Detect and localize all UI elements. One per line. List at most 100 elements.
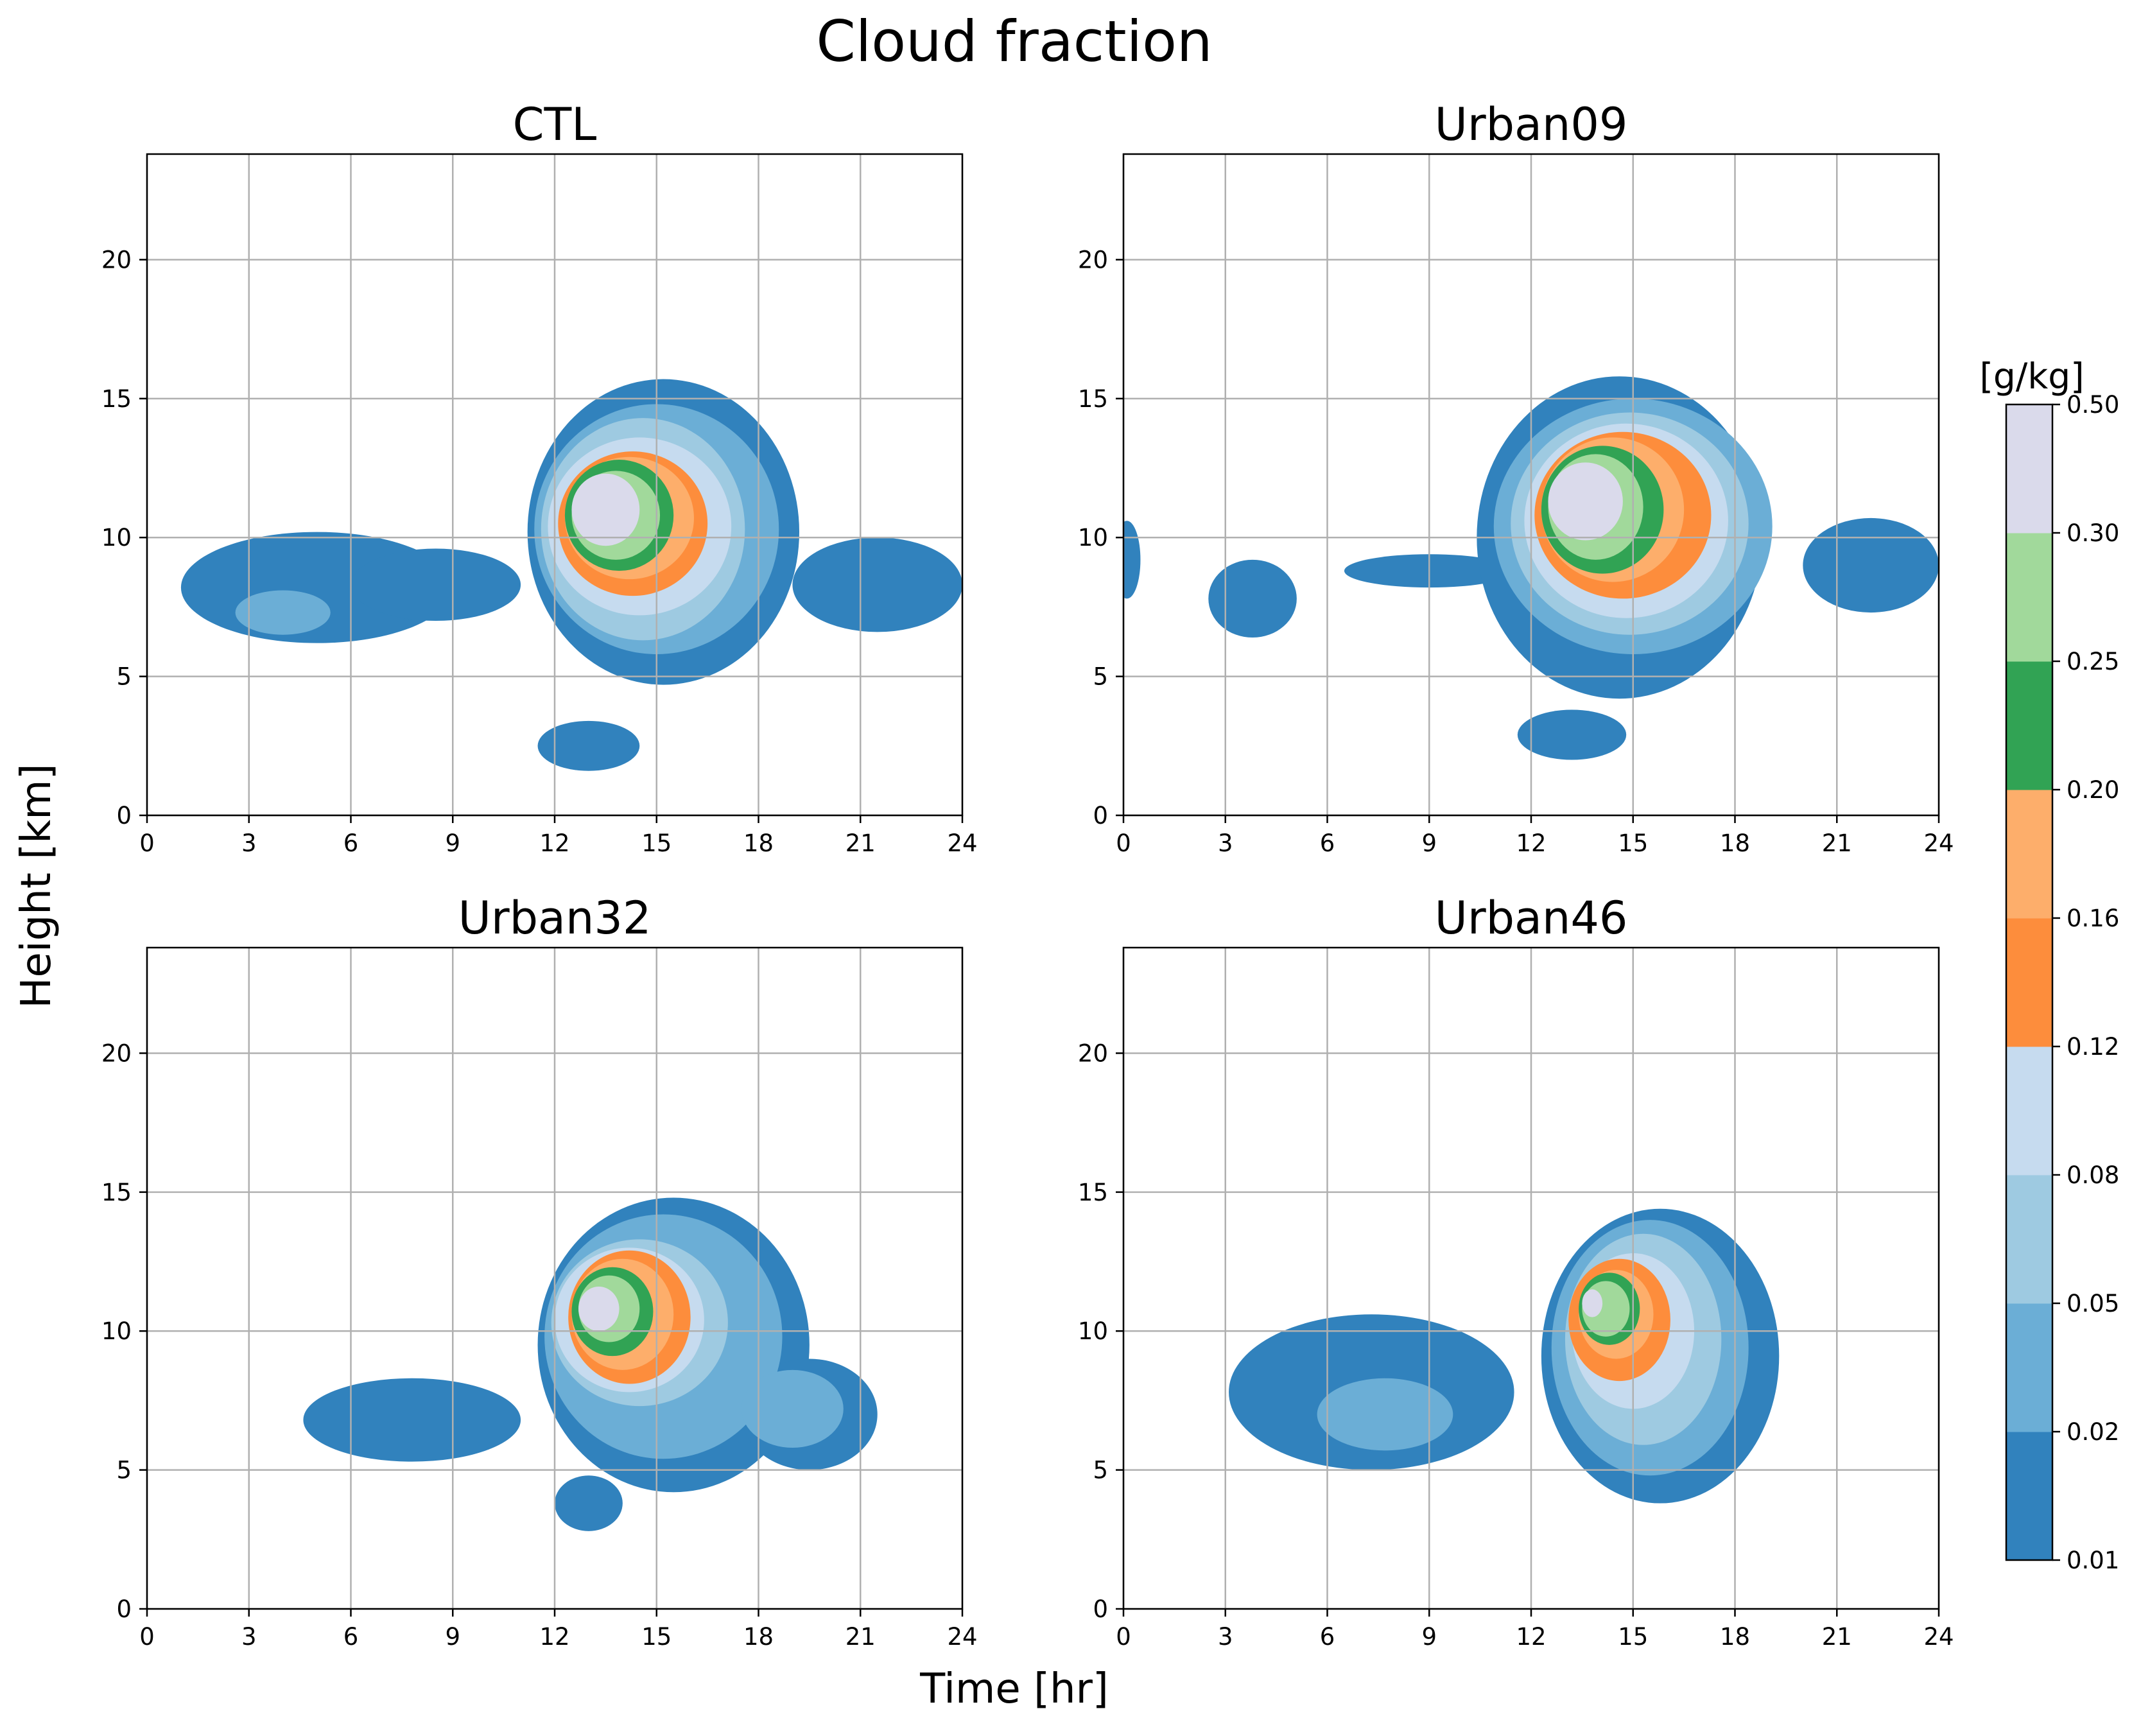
colorbar-segment xyxy=(2006,1303,2052,1432)
x-tick-label: 6 xyxy=(1320,1623,1335,1651)
x-tick-label: 3 xyxy=(241,1623,257,1651)
y-tick-label: 15 xyxy=(101,385,132,413)
y-tick-label: 0 xyxy=(116,802,132,829)
y-tick-label: 20 xyxy=(101,246,132,273)
x-tick-label: 18 xyxy=(743,829,774,857)
contour-fill xyxy=(303,1197,878,1531)
colorbar-tick-label: 0.08 xyxy=(2067,1161,2119,1189)
x-tick-label: 24 xyxy=(1923,829,1954,857)
contour-fill xyxy=(180,379,962,771)
contour-region-level-8 xyxy=(578,1286,620,1332)
y-tick-label: 5 xyxy=(116,1457,132,1484)
grid xyxy=(146,948,964,1610)
contour-region-level-0 xyxy=(555,1475,623,1531)
y-tick-label: 20 xyxy=(1078,246,1108,273)
x-tick-label: 3 xyxy=(1218,1623,1233,1651)
contour-region-level-0 xyxy=(303,1378,521,1462)
x-tick-label: 6 xyxy=(343,1623,359,1651)
contour-fill xyxy=(1123,376,1939,760)
contour-region-level-1 xyxy=(235,590,331,635)
colorbar-frame xyxy=(2005,403,2054,1561)
panel-title: Urban32 xyxy=(458,892,652,944)
grid xyxy=(1122,154,1940,817)
x-tick-label: 24 xyxy=(1923,1623,1954,1651)
colorbar-tick-label: 0.25 xyxy=(2067,648,2119,675)
x-tick-label: 9 xyxy=(445,829,460,857)
panel-urban32: 0 3 6 9 12 15 18 21 24 0 5 10 15 20 Urban32 xyxy=(101,892,978,1651)
x-tick-label: 9 xyxy=(1421,1623,1437,1651)
contour-region-level-1 xyxy=(1317,1378,1453,1451)
x-axis-label: Time [hr] xyxy=(919,1665,1109,1713)
colorbar-tick-label: 0.20 xyxy=(2067,776,2119,804)
colorbar-segment xyxy=(2006,1432,2052,1561)
contour-region-level-0 xyxy=(1208,559,1297,638)
y-tick-label: 20 xyxy=(1078,1039,1108,1067)
x-tick-label: 24 xyxy=(947,829,977,857)
contour-fill xyxy=(1229,1208,1780,1504)
colorbar-segment xyxy=(2006,533,2052,662)
x-tick-label: 0 xyxy=(139,829,155,857)
y-tick-label: 20 xyxy=(101,1039,132,1067)
x-tick-label: 6 xyxy=(343,829,359,857)
x-tick-label: 0 xyxy=(139,1623,155,1651)
contour-region-level-8 xyxy=(1548,462,1623,541)
x-tick-label: 18 xyxy=(1720,829,1750,857)
panel-urban09: 0 3 6 9 12 15 18 21 24 0 5 10 15 20 Urban09 xyxy=(1078,98,1954,857)
panel-urban46: 0 3 6 9 12 15 18 21 24 0 5 10 15 20 Urban46 xyxy=(1078,892,1954,1651)
y-tick-label: 15 xyxy=(1078,385,1108,413)
panel-ctl: 0 3 6 9 12 15 18 21 24 0 5 10 15 20 CTL xyxy=(101,98,978,857)
x-tick-label: 21 xyxy=(845,1623,876,1651)
x-tick-label: 12 xyxy=(1516,829,1546,857)
y-tick-label: 5 xyxy=(116,663,132,691)
x-tick-label: 12 xyxy=(1516,1623,1546,1651)
x-tick-label: 18 xyxy=(743,1623,774,1651)
x-tick-label: 21 xyxy=(845,829,876,857)
x-tick-label: 21 xyxy=(1822,829,1852,857)
y-tick-label: 0 xyxy=(116,1595,132,1623)
x-tick-label: 18 xyxy=(1720,1623,1750,1651)
colorbar-tick-label: 0.05 xyxy=(2067,1290,2119,1317)
contour-region-level-0 xyxy=(792,537,962,632)
contour-region-level-0 xyxy=(1803,517,1939,613)
panel-title: CTL xyxy=(513,98,597,151)
y-tick-label: 10 xyxy=(101,524,132,551)
contour-region-level-1 xyxy=(741,1369,844,1448)
contour-region-level-0 xyxy=(1123,521,1141,599)
y-tick-label: 5 xyxy=(1093,1457,1108,1484)
x-tick-label: 15 xyxy=(1618,1623,1648,1651)
x-tick-label: 3 xyxy=(241,829,257,857)
y-tick-label: 15 xyxy=(1078,1179,1108,1206)
colorbar-tick-label: 0.16 xyxy=(2067,905,2119,932)
y-tick-label: 0 xyxy=(1093,802,1108,829)
panel-title: Urban46 xyxy=(1435,892,1628,944)
x-tick-label: 15 xyxy=(641,1623,672,1651)
x-tick-label: 3 xyxy=(1218,829,1233,857)
colorbar-segment xyxy=(2006,404,2052,534)
x-tick-label: 15 xyxy=(641,829,672,857)
colorbar-tick-label: 0.01 xyxy=(2067,1547,2119,1574)
contour-region-level-0 xyxy=(351,548,521,621)
contour-region-level-0 xyxy=(537,720,640,771)
chart-title: Cloud fraction xyxy=(816,8,1212,74)
y-tick-label: 15 xyxy=(101,1179,132,1206)
x-tick-label: 12 xyxy=(539,1623,569,1651)
x-tick-label: 12 xyxy=(539,829,569,857)
x-tick-label: 24 xyxy=(947,1623,977,1651)
colorbar-tick-label: 0.12 xyxy=(2067,1033,2119,1061)
y-tick-label: 0 xyxy=(1093,1595,1108,1623)
x-tick-label: 6 xyxy=(1320,829,1335,857)
x-tick-label: 9 xyxy=(445,1623,460,1651)
x-tick-label: 0 xyxy=(1116,829,1131,857)
colorbar: [g/kg] 0.01 0.02 0.05 0.08 0.12 0.16 0.20 0.25 0… xyxy=(1979,356,2119,1574)
grid xyxy=(146,154,964,817)
colorbar-segment xyxy=(2006,1046,2052,1176)
contour-region-level-0 xyxy=(1517,709,1627,760)
x-tick-label: 9 xyxy=(1421,829,1437,857)
y-tick-label: 10 xyxy=(101,1317,132,1345)
x-tick-label: 15 xyxy=(1618,829,1648,857)
colorbar-tick-label: 0.02 xyxy=(2067,1418,2119,1446)
x-tick-label: 21 xyxy=(1822,1623,1852,1651)
